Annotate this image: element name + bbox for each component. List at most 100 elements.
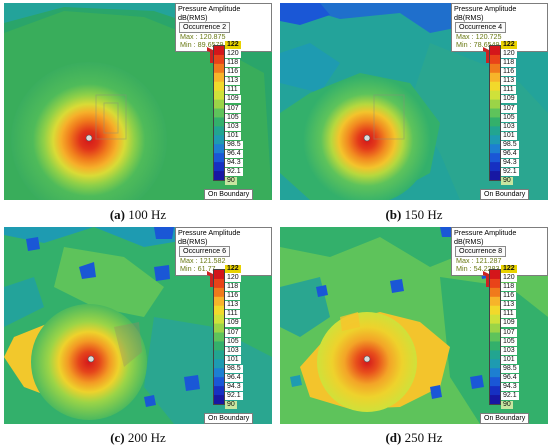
- color-scale-tick-label: 96.4: [501, 149, 519, 158]
- color-scale-tick-label: 103: [225, 346, 241, 355]
- color-scale-band: [214, 341, 224, 351]
- color-scale-band: [490, 72, 500, 83]
- color-scale-tick-label: 122: [225, 41, 241, 49]
- panel-caption: (b) 150 Hz: [280, 207, 548, 223]
- min-value: Min : 78.6549: [456, 40, 500, 50]
- color-scale-tick-label: 103: [501, 122, 517, 131]
- color-scale-tick-label: 122: [501, 41, 517, 49]
- color-scale-tick-label: 101: [501, 131, 517, 140]
- color-scale-band: [490, 296, 500, 307]
- color-scale-tick-label: 90: [501, 177, 513, 185]
- color-scale-band: [490, 171, 500, 180]
- color-scale-tick-label: 122: [225, 265, 241, 273]
- legend-title: Pressure Amplitude dB(RMS): [454, 228, 517, 246]
- color-scale-tick-label: 113: [501, 301, 517, 310]
- panel-b: Pressure Amplitude dB(RMS) Occurrence 4 …: [280, 3, 548, 222]
- color-scale-tick-label: 109: [225, 95, 241, 104]
- color-scale-band: [490, 81, 500, 92]
- color-scale-tick-label: 92.1: [501, 391, 519, 400]
- color-scale-band: [214, 386, 224, 396]
- color-scale-tick-label: 96.4: [501, 373, 519, 382]
- color-scale-band: [490, 270, 500, 280]
- color-scale-tick-label: 103: [501, 346, 517, 355]
- color-scale-band: [214, 350, 224, 360]
- on-boundary-label: On Boundary: [204, 189, 254, 200]
- panel-a: Pressure Amplitude dB(RMS) Occurrence 2 …: [4, 3, 272, 222]
- contour-map: [280, 227, 548, 424]
- color-scale-tick-label: 118: [501, 283, 517, 292]
- color-scale-band: [214, 153, 224, 163]
- color-scale-tick-label: 94.3: [225, 158, 243, 167]
- color-scale-tick-label: 120: [225, 50, 241, 59]
- color-scale-band: [214, 46, 224, 56]
- color-scale-tick-label: 113: [225, 301, 241, 310]
- color-scale-band: [490, 63, 500, 74]
- legend-header: Pressure Amplitude dB(RMS) Occurrence 2 …: [175, 3, 272, 52]
- color-scale-tick-label: 92.1: [225, 391, 243, 400]
- color-scale-band: [490, 99, 500, 109]
- occurrence-label: Occurrence 8: [455, 246, 507, 257]
- caption-frequency: 200 Hz: [127, 430, 166, 445]
- color-scale-tick-label: 92.1: [225, 167, 243, 176]
- panel-d: Pressure Amplitude dB(RMS) Occurrence 8 …: [280, 227, 548, 445]
- color-scale-ticks: 122 120 118 116 113 111 109 107 105 103 101 98.5 96.…: [225, 265, 269, 409]
- legend-title: Pressure Amplitude dB(RMS): [178, 228, 241, 246]
- panel-caption: (a) 100 Hz: [4, 207, 272, 223]
- color-scale-tick-label: 122: [501, 265, 517, 273]
- color-scale-tick-label: 98.5: [501, 364, 519, 373]
- color-scale-tick-label: 120: [501, 50, 517, 59]
- min-value: Min : 89.6579: [180, 40, 224, 50]
- caption-letter: (d): [385, 430, 402, 445]
- color-scale-band: [490, 395, 500, 404]
- panel-caption: (d) 250 Hz: [280, 430, 548, 446]
- pressure-contour-plot: Pressure Amplitude dB(RMS) Occurrence 8 …: [280, 227, 548, 424]
- color-scale-band: [490, 46, 500, 56]
- color-scale-tick-label: 118: [501, 59, 517, 68]
- color-scale-band: [490, 108, 500, 118]
- color-scale-band: [214, 72, 224, 83]
- color-scale-tick-label: 118: [225, 59, 241, 68]
- color-scale-ticks: 122 120 118 116 113 111 109 107 105 103 101 98.5 96.…: [501, 41, 545, 185]
- color-scale-tick-label: 94.3: [501, 158, 519, 167]
- color-scale-tick-label: 90: [501, 401, 513, 409]
- min-value: Min : 61.77: [180, 264, 216, 274]
- color-scale-band: [214, 296, 224, 307]
- color-scale-tick-label: 118: [225, 283, 241, 292]
- color-scale-tick-label: 98.5: [225, 364, 243, 373]
- color-scale-tick-label: 105: [501, 337, 517, 346]
- color-scale-tick-label: 101: [225, 355, 241, 364]
- color-scale-tick-label: 101: [501, 355, 517, 364]
- legend-pointer-icon: [483, 47, 489, 63]
- color-scale-tick-label: 116: [225, 68, 241, 77]
- color-scale-band: [214, 162, 224, 172]
- color-scale-tick-label: 90: [225, 401, 237, 409]
- color-scale-band: [214, 270, 224, 280]
- color-scale-bar: [489, 45, 501, 181]
- color-scale-band: [490, 314, 500, 324]
- color-scale-bar: [213, 45, 225, 181]
- color-scale-band: [490, 117, 500, 127]
- color-scale-band: [490, 323, 500, 333]
- on-boundary-label: On Boundary: [480, 413, 530, 424]
- caption-frequency: 250 Hz: [404, 430, 443, 445]
- color-scale-band: [490, 54, 500, 65]
- pressure-contour-plot: Pressure Amplitude dB(RMS) Occurrence 2 …: [4, 3, 272, 200]
- color-scale-band: [214, 63, 224, 74]
- color-scale-tick-label: 103: [225, 122, 241, 131]
- legend-title: Pressure Amplitude dB(RMS): [454, 4, 517, 22]
- color-scale-tick-label: 107: [501, 104, 517, 113]
- color-scale-tick-label: 120: [225, 274, 241, 283]
- color-scale-tick-label: 120: [501, 274, 517, 283]
- color-scale-band: [214, 54, 224, 65]
- max-value: Max : 120.875: [180, 31, 226, 41]
- color-scale-band: [490, 377, 500, 387]
- color-scale-band: [214, 126, 224, 136]
- color-scale-tick-label: 111: [225, 310, 240, 319]
- color-scale-tick-label: 101: [225, 131, 241, 140]
- color-scale-tick-label: 113: [225, 77, 241, 86]
- panel-c: Pressure Amplitude dB(RMS) Occurrence 6 …: [4, 227, 272, 445]
- color-scale-band: [490, 144, 500, 154]
- color-scale-tick-label: 90: [225, 177, 237, 185]
- color-scale-tick-label: 105: [225, 337, 241, 346]
- color-scale-band: [490, 305, 500, 316]
